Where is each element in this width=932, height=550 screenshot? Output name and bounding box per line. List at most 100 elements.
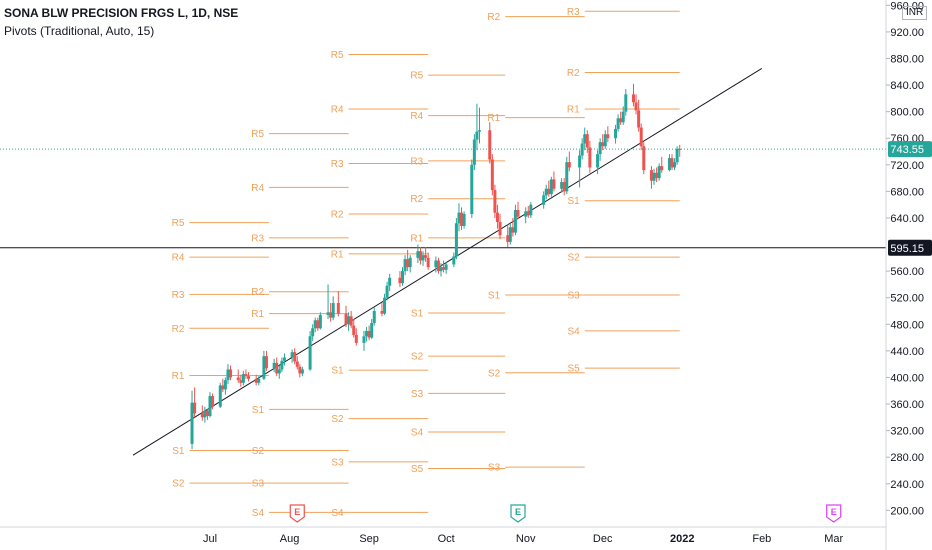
candle-body (624, 94, 628, 112)
candle-body (490, 159, 494, 191)
candle-body (277, 369, 281, 374)
candle-body (660, 166, 664, 171)
currency-badge[interactable]: INR (902, 6, 928, 20)
candle (457, 203, 461, 232)
pivot-label-r2: R2 (251, 287, 264, 298)
pivot-label-r2: R2 (567, 68, 580, 79)
last-price-badge-label: 743.55 (890, 144, 924, 156)
x-tick-label: Jul (203, 533, 217, 545)
candle-body (585, 134, 589, 148)
candle (290, 349, 294, 363)
candle-body (560, 182, 564, 189)
candle-body (257, 378, 261, 383)
candle (316, 317, 320, 331)
candle-body (408, 257, 412, 268)
level-price-badge-label: 595.15 (890, 243, 924, 255)
pivot-label-s5: S5 (567, 364, 580, 375)
earnings-marker[interactable]: E (826, 504, 842, 523)
candle-body (529, 204, 533, 216)
y-axis[interactable]: 200.00 240.00 280.00 320.00 360.00 400.00 440.… (885, 0, 932, 550)
x-axis[interactable]: Jul Aug Sep Oct Nov Dec 2022 Feb Mar (0, 526, 886, 545)
candle (421, 251, 425, 266)
candle (442, 260, 446, 273)
candle-body (547, 188, 551, 195)
pivot-label-r5: R5 (331, 50, 344, 61)
candle-body (383, 297, 387, 314)
candle-body (424, 255, 428, 258)
candle (639, 123, 643, 151)
candle (380, 303, 384, 317)
candle (652, 168, 656, 185)
candle (585, 130, 589, 153)
candle (365, 326, 369, 342)
candle (454, 217, 458, 260)
candle (418, 247, 422, 265)
y-axis-background (886, 0, 932, 550)
pivot-label-s2: S2 (172, 479, 185, 490)
candle (262, 350, 266, 381)
pivot-label-r3: R3 (251, 233, 264, 244)
pivot-levels: R5 R4 R3 R2 R1 S1 S2 R5 R4 R3 R2 R1 S1 S2 S3 S4 R5 R4 R3 R2… (172, 7, 680, 519)
pivot-label-r5: R5 (172, 218, 185, 229)
candle (452, 252, 456, 268)
candle (398, 271, 402, 288)
x-tick-label: 2022 (670, 533, 694, 545)
earnings-marker[interactable]: E (510, 504, 526, 523)
candle-body (439, 267, 443, 272)
pivot-label-s4: S4 (331, 508, 344, 519)
earnings-marker[interactable]: E (289, 504, 305, 523)
candle (401, 267, 404, 286)
candle-body (598, 142, 602, 155)
candle (544, 184, 548, 200)
candle-body (282, 357, 286, 361)
pivot-label-s3: S3 (252, 479, 265, 490)
candle (295, 356, 299, 370)
candle-body (401, 271, 404, 284)
candle (254, 374, 258, 386)
pivot-label-s2: S2 (331, 414, 344, 425)
candle-body (434, 260, 438, 268)
trendline[interactable] (132, 68, 763, 456)
candle-body (649, 170, 653, 181)
candle (516, 202, 520, 220)
candle-body (601, 142, 605, 147)
candle-body (444, 264, 448, 270)
candle (624, 89, 628, 116)
earnings-icon (510, 504, 526, 523)
candle-body (398, 277, 402, 284)
pivot-label-s2: S2 (567, 253, 580, 264)
pivot-label-r4: R4 (410, 111, 423, 122)
pivot-label-s5: S5 (411, 464, 424, 475)
candle (542, 191, 546, 209)
last-price-badge-bg (888, 141, 932, 158)
x-tick-label: Nov (516, 533, 536, 545)
candle (241, 370, 245, 386)
candle-body (329, 312, 333, 318)
candle (347, 312, 351, 331)
candle-body (308, 336, 312, 370)
earnings-icon (289, 504, 305, 523)
candle-body (385, 285, 389, 298)
candle-body (606, 134, 610, 139)
earnings-icon (826, 504, 842, 523)
candle (603, 130, 607, 149)
pivot-label-s3: S3 (488, 463, 501, 474)
candle-body (211, 396, 215, 407)
candle (606, 126, 610, 143)
candle (326, 284, 330, 319)
candle (257, 376, 261, 386)
candle-body (678, 148, 682, 150)
pivot-label-r1: R1 (331, 249, 344, 260)
candle (493, 184, 497, 218)
candle-body (670, 158, 674, 168)
pivot-label-r3: R3 (410, 156, 423, 167)
symbol-title[interactable]: SONA BLW PRECISION FRGS L, 1D, NSE (4, 6, 239, 20)
candle-body (367, 330, 371, 338)
x-tick-label: Aug (280, 533, 300, 545)
candle-body (293, 352, 297, 362)
indicator-legend[interactable]: Pivots (Traditional, Auto, 15) (4, 24, 155, 38)
candle-body (362, 336, 366, 343)
candle-body (275, 362, 279, 374)
